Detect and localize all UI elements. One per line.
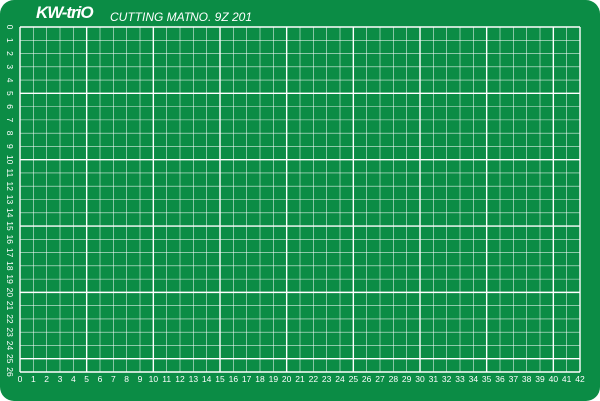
x-scale-label: 26	[362, 374, 372, 384]
x-scale-label: 19	[269, 374, 279, 384]
x-scale-label: 15	[215, 374, 225, 384]
x-scale-label: 14	[202, 374, 212, 384]
x-scale-label: 12	[175, 374, 185, 384]
x-scale-label: 31	[429, 374, 439, 384]
x-scale-label: 7	[111, 374, 116, 384]
y-scale-label: 26	[5, 367, 15, 377]
x-scale-label: 3	[58, 374, 63, 384]
x-scale-label: 21	[295, 374, 305, 384]
x-scale-label: 36	[495, 374, 505, 384]
y-scale-label: 13	[5, 195, 15, 205]
y-scale-label: 17	[5, 248, 15, 258]
x-scale-label: 37	[509, 374, 519, 384]
x-scale-label: 16	[229, 374, 239, 384]
x-scale-label: 6	[98, 374, 103, 384]
x-scale-label: 40	[549, 374, 559, 384]
x-scale-label: 2	[44, 374, 49, 384]
y-scale-label: 3	[5, 64, 15, 69]
x-scale-label: 9	[138, 374, 143, 384]
y-scale-label: 6	[5, 104, 15, 109]
x-scale-label: 34	[469, 374, 479, 384]
x-scale-label: 42	[575, 374, 585, 384]
y-scale-label: 8	[5, 131, 15, 136]
y-scale-label: 0	[5, 25, 15, 30]
product-name: CUTTING MAT	[110, 10, 192, 24]
x-scale-label: 13	[189, 374, 199, 384]
x-scale-label: 30	[415, 374, 425, 384]
x-scale-label: 25	[349, 374, 359, 384]
y-scale-label: 20	[5, 288, 15, 298]
x-scale-label: 28	[389, 374, 399, 384]
y-scale-label: 16	[5, 235, 15, 245]
brand-logo: KW-triO	[36, 3, 94, 22]
x-scale-label: 18	[255, 374, 265, 384]
x-scale-label: 33	[455, 374, 465, 384]
x-scale-label: 8	[124, 374, 129, 384]
y-scale-label: 11	[5, 169, 15, 178]
y-scale-label: 22	[5, 314, 15, 324]
x-scale-label: 1	[31, 374, 36, 384]
y-scale-label: 9	[5, 144, 15, 149]
x-scale-label: 11	[162, 374, 171, 384]
x-scale-label: 17	[242, 374, 252, 384]
y-scale-label: 19	[5, 274, 15, 284]
x-scale-label: 38	[522, 374, 532, 384]
x-scale-label: 41	[562, 374, 572, 384]
y-scale-label: 14	[5, 208, 15, 218]
x-scale-label: 20	[282, 374, 292, 384]
y-scale-label: 5	[5, 91, 15, 96]
x-scale-label: 39	[535, 374, 545, 384]
x-scale-label: 4	[71, 374, 76, 384]
x-scale-label: 29	[402, 374, 412, 384]
y-scale-label: 7	[5, 118, 15, 123]
y-scale-label: 1	[5, 38, 15, 43]
y-scale-label: 15	[5, 221, 15, 231]
x-scale-label: 24	[335, 374, 345, 384]
y-scale-label: 2	[5, 51, 15, 56]
y-scale-label: 12	[5, 181, 15, 191]
x-scale-label: 10	[149, 374, 159, 384]
x-scale-label: 27	[375, 374, 385, 384]
y-scale-label: 23	[5, 327, 15, 337]
y-scale-label: 18	[5, 261, 15, 271]
y-scale-label: 4	[5, 78, 15, 83]
y-scale-label: 25	[5, 354, 15, 364]
x-scale-label: 32	[442, 374, 452, 384]
y-scale-label: 24	[5, 341, 15, 351]
x-scale-label: 23	[322, 374, 332, 384]
model-number: NO. 9Z 201	[190, 10, 253, 24]
x-scale-label: 0	[18, 374, 23, 384]
x-scale-label: 35	[482, 374, 492, 384]
x-scale-label: 22	[309, 374, 319, 384]
y-scale-label: 21	[5, 301, 15, 311]
y-scale-label: 10	[5, 155, 15, 165]
x-scale-label: 5	[84, 374, 89, 384]
